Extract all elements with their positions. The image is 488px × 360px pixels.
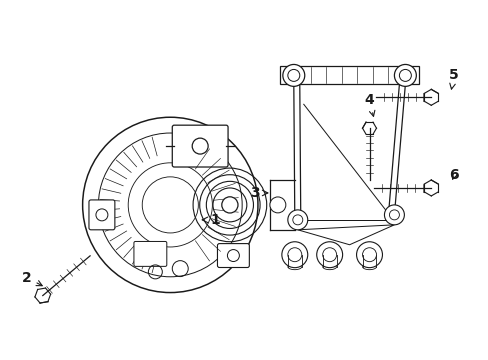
Circle shape <box>384 205 404 225</box>
Circle shape <box>282 64 304 86</box>
Circle shape <box>316 242 342 268</box>
Text: 6: 6 <box>448 168 458 182</box>
Text: 2: 2 <box>22 271 42 286</box>
Circle shape <box>356 242 382 268</box>
Circle shape <box>281 242 307 268</box>
FancyBboxPatch shape <box>172 125 227 167</box>
Circle shape <box>222 197 238 213</box>
Text: 1: 1 <box>202 213 220 227</box>
FancyBboxPatch shape <box>134 242 166 266</box>
Text: 4: 4 <box>364 93 374 116</box>
Circle shape <box>287 210 307 230</box>
FancyBboxPatch shape <box>89 200 115 230</box>
Text: 3: 3 <box>250 186 267 200</box>
Circle shape <box>269 197 285 213</box>
FancyBboxPatch shape <box>217 244 249 267</box>
Ellipse shape <box>82 123 258 287</box>
Text: 5: 5 <box>448 68 458 89</box>
Circle shape <box>394 64 415 86</box>
